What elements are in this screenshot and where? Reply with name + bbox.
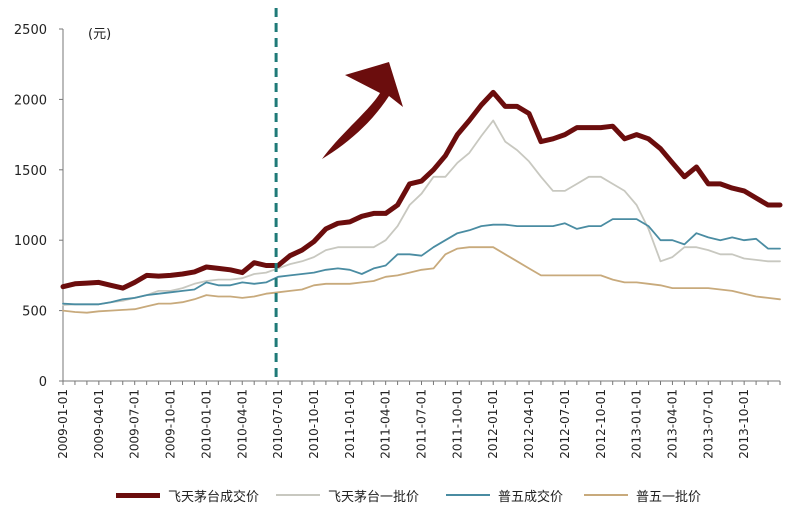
legend-item-feitian-deal: 飞天茅台成交价	[116, 484, 259, 506]
y-tick-label: 500	[22, 305, 47, 320]
legend-label: 普五成交价	[498, 489, 564, 505]
trend-arrow-icon	[322, 62, 403, 159]
y-unit-label: (元)	[88, 27, 111, 42]
x-tick-label: 2010-01-01	[199, 389, 213, 459]
legend-label: 飞天茅台成交价	[168, 489, 260, 505]
x-tick-label: 2009-07-01	[128, 389, 142, 459]
y-tick-label: 1000	[14, 234, 47, 249]
legend-label: 普五一批价	[636, 489, 702, 505]
y-tick-label: 1500	[14, 164, 47, 179]
series-line-3	[62, 246, 781, 314]
legend-item-puwu-wholesale: 普五一批价	[584, 484, 701, 506]
x-tick-label: 2012-01-01	[486, 389, 500, 459]
legend-item-puwu-deal: 普五成交价	[446, 484, 563, 506]
x-tick-label: 2010-07-01	[271, 389, 285, 459]
x-tick-label: 2009-10-01	[164, 389, 178, 459]
legend: 飞天茅台成交价 飞天茅台一批价 普五成交价 普五一批价	[0, 484, 802, 506]
x-tick-label: 2011-07-01	[415, 389, 429, 459]
x-tick-label: 2012-04-01	[522, 389, 536, 459]
legend-label: 飞天茅台一批价	[328, 489, 420, 505]
x-tick-label: 2009-01-01	[56, 389, 70, 459]
series-line-2	[62, 218, 781, 306]
x-tick-label: 2012-07-01	[558, 389, 572, 459]
x-tick-label: 2009-04-01	[92, 389, 106, 459]
legend-swatch	[276, 494, 320, 496]
series-line-1	[62, 119, 781, 306]
x-tick-label: 2010-04-01	[235, 389, 249, 459]
legend-swatch	[446, 494, 490, 496]
y-tick-label: 0	[39, 375, 47, 390]
x-tick-label: 2012-10-01	[594, 389, 608, 459]
series-line-0	[60, 89, 783, 291]
x-tick-label: 2013-10-01	[737, 389, 751, 459]
chart-plot: (元) 0 500 1000 1500 2000 2500 2009-01-01 2009-0…	[14, 8, 783, 459]
y-tick-label: 2500	[14, 23, 47, 38]
x-tick-label: 2011-01-01	[343, 389, 357, 459]
legend-swatch	[584, 494, 628, 496]
x-tick-label: 2010-10-01	[307, 389, 321, 459]
x-tick-label: 2011-04-01	[379, 389, 393, 459]
x-tick-label: 2013-07-01	[701, 389, 715, 459]
y-tick-label: 2000	[14, 93, 47, 108]
x-tick-label: 2013-04-01	[665, 389, 679, 459]
x-tick-label: 2013-01-01	[630, 389, 644, 459]
legend-swatch	[116, 492, 160, 498]
legend-item-feitian-wholesale: 飞天茅台一批价	[276, 484, 419, 506]
x-tick-label: 2011-10-01	[450, 389, 464, 459]
